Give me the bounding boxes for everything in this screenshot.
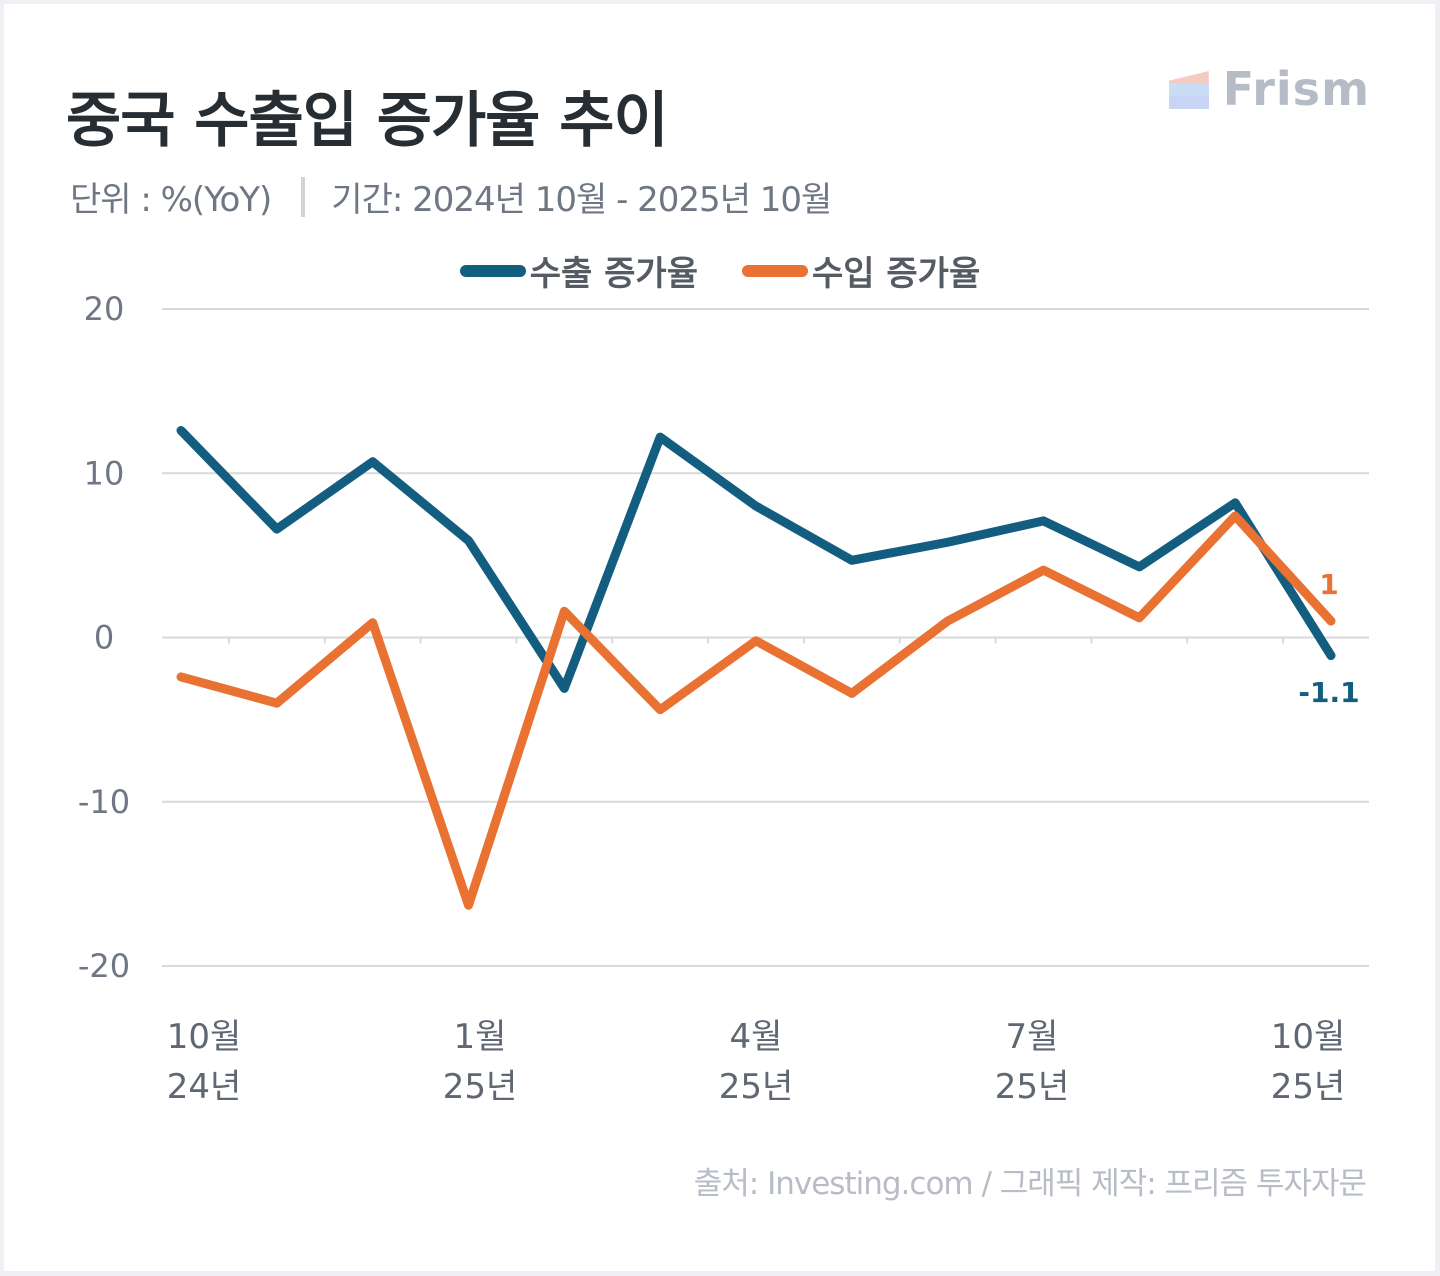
series-lines (176, 426, 1336, 910)
chart-legend: 수출 증가율 수입 증가율 (0, 246, 1440, 295)
x-tick-label-month: 4월 (730, 1017, 783, 1057)
legend-item-export: 수출 증가율 (459, 246, 698, 295)
y-tick-label: 10 (84, 454, 125, 492)
y-tick-label: 20 (84, 290, 125, 328)
brand-logo: Frism (1168, 62, 1370, 116)
x-tick-label-year: 25년 (995, 1067, 1070, 1107)
export-growth-line (176, 426, 1336, 693)
legend-label-export: 수출 증가율 (529, 254, 698, 294)
subtitle-divider (301, 176, 306, 217)
x-tick-label-year: 25년 (443, 1067, 518, 1107)
x-tick-label-year: 25년 (1271, 1067, 1346, 1107)
logo-text: Frism (1222, 62, 1370, 116)
x-tick-label-year: 24년 (167, 1067, 242, 1107)
legend-label-import: 수입 증가율 (812, 254, 981, 294)
page-title: 중국 수출입 증가율 추이 (66, 86, 669, 156)
legend-swatch-export (459, 264, 526, 277)
legend-swatch-import (742, 264, 808, 277)
source-footer: 출처: Investing.com / 그래픽 제작: 프리즘 투자자문 (693, 1166, 1367, 1202)
unit-label: 단위 : %(YoY) (70, 180, 272, 220)
import-end-label: 1 (1319, 568, 1338, 601)
x-tick-label-year: 25년 (719, 1067, 794, 1107)
x-axis-ticks (227, 637, 1285, 644)
end-labels: -1.1 1 (1298, 568, 1359, 709)
x-axis-labels: 10월 24년 1월 25년 4월 25년 7월 25년 10월 25년 (167, 1017, 1346, 1107)
x-tick-label-month: 10월 (167, 1017, 242, 1057)
x-tick-label-month: 1월 (454, 1017, 507, 1057)
logo-mark-icon (1168, 69, 1209, 109)
period-label: 기간: 2024년 10월 - 2025년 10월 (331, 180, 832, 220)
subtitle: 단위 : %(YoY) 기간: 2024년 10월 - 2025년 10월 (70, 172, 832, 221)
y-tick-label: -10 (78, 783, 130, 821)
legend-item-import: 수입 증가율 (742, 246, 980, 295)
import-growth-line (176, 511, 1336, 910)
y-axis-labels: 20 10 0 -10 -20 (78, 290, 130, 985)
y-tick-label: -20 (78, 947, 130, 985)
x-tick-label-month: 10월 (1271, 1017, 1346, 1057)
x-tick-label-month: 7월 (1006, 1017, 1059, 1057)
y-tick-label: 0 (94, 619, 114, 657)
export-end-label: -1.1 (1298, 676, 1359, 709)
